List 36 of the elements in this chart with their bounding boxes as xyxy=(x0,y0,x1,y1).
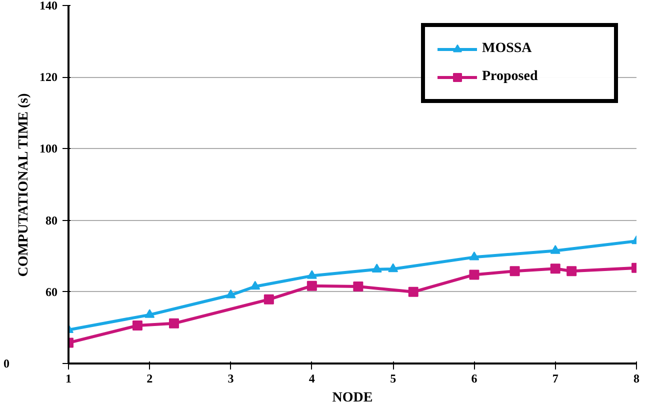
point xyxy=(550,245,560,254)
point xyxy=(264,294,274,304)
point xyxy=(353,282,364,292)
point xyxy=(306,270,317,279)
point xyxy=(388,263,398,272)
x-tick-label: 5 xyxy=(390,372,396,386)
point xyxy=(250,280,260,290)
point xyxy=(566,266,577,276)
x-axis-title: NODE xyxy=(332,390,373,406)
point xyxy=(469,270,480,280)
y-tick-label: 60 xyxy=(46,284,58,299)
point xyxy=(469,251,480,260)
x-tick-label: 3 xyxy=(228,372,234,386)
point xyxy=(408,286,418,297)
legend-label: Proposed xyxy=(482,69,539,85)
point xyxy=(550,264,560,274)
y-axis-title: COMPUTATIONAL TIME (s) xyxy=(16,92,32,277)
x-tick-label: 4 xyxy=(308,372,315,386)
legend-label: MOSSA xyxy=(482,41,533,57)
point xyxy=(168,318,179,328)
point xyxy=(510,266,520,276)
y-tick-label: 140 xyxy=(40,0,58,12)
x-tick-label: 8 xyxy=(634,372,640,386)
text: 0 xyxy=(4,356,10,370)
x-tick-label: 6 xyxy=(471,372,478,386)
point xyxy=(306,280,317,291)
y-tick-label: 120 xyxy=(40,70,58,84)
point xyxy=(144,309,155,318)
point xyxy=(132,320,142,331)
x-tick-label: 7 xyxy=(552,372,558,386)
point xyxy=(226,289,236,298)
x-tick-label: 2 xyxy=(146,372,153,386)
point xyxy=(372,264,382,272)
y-tick-label: 80 xyxy=(46,213,58,228)
x-tick-label: 1 xyxy=(66,372,72,386)
y-tick-label: 100 xyxy=(40,142,58,156)
